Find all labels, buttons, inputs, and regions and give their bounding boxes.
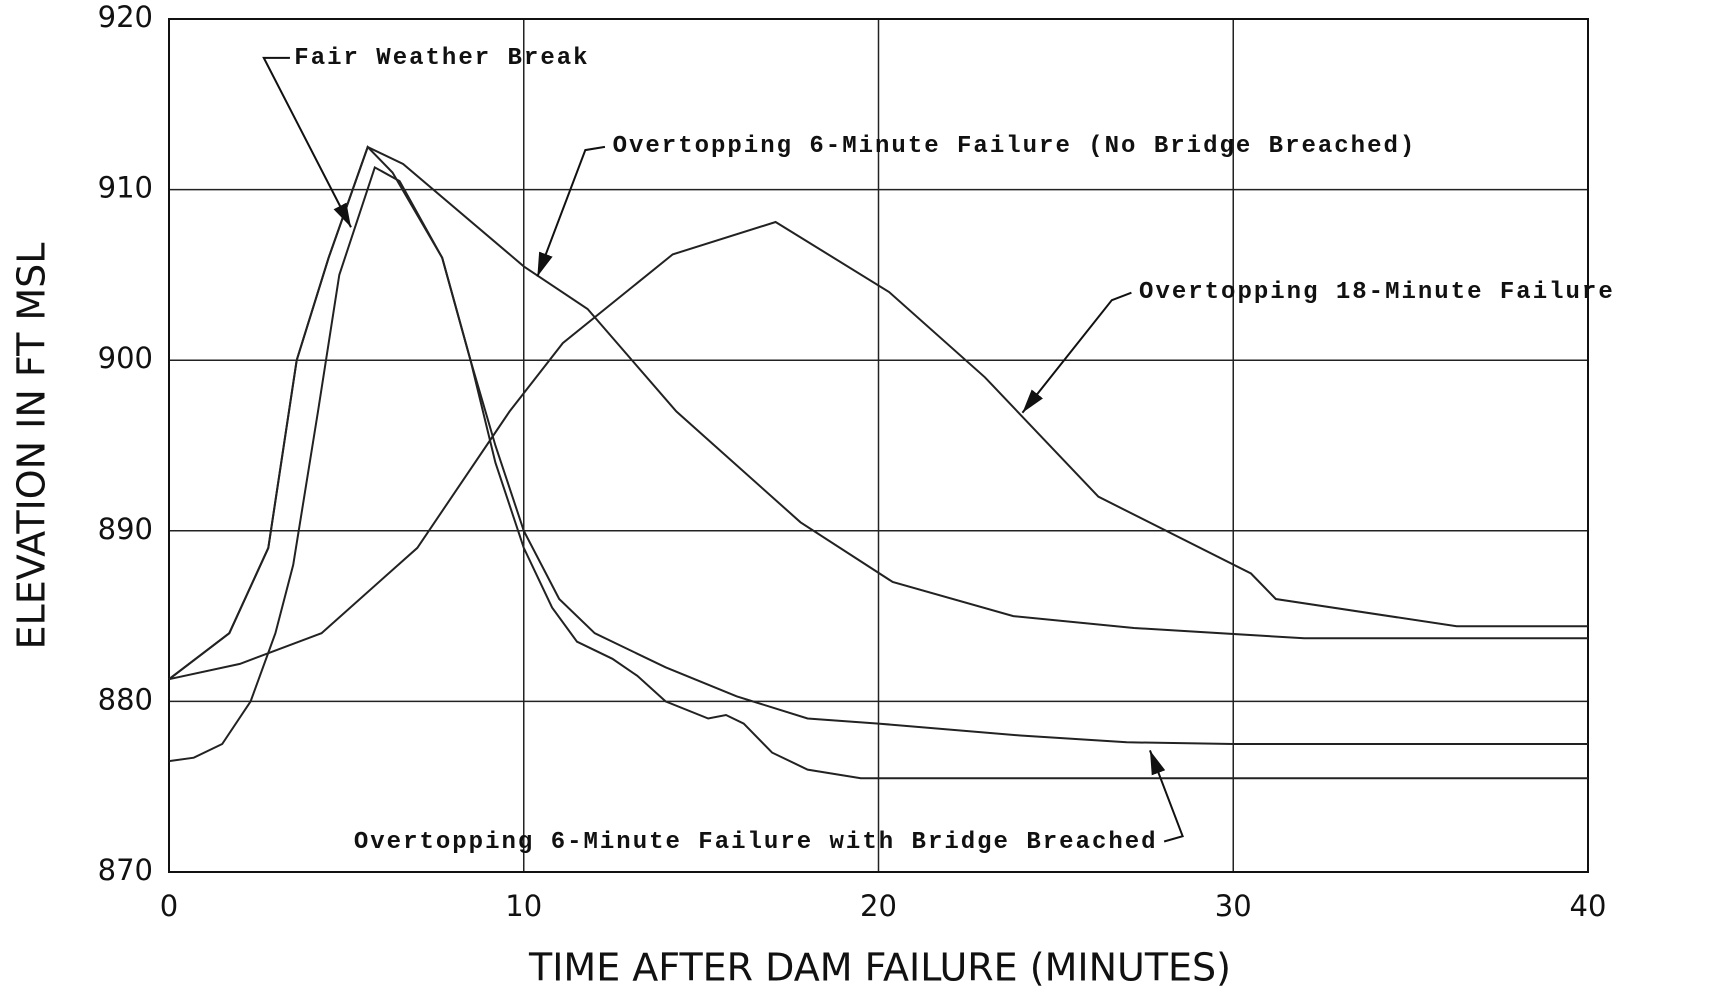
series-line	[168, 220, 1588, 681]
x-tick-label: 0	[160, 889, 178, 923]
series-line	[168, 165, 1588, 780]
y-tick-label: 900	[98, 341, 153, 375]
x-tick-label: 10	[505, 889, 542, 923]
x-axis-label: TIME AFTER DAM FAILURE (MINUTES)	[528, 946, 1231, 990]
y-axis-label: ELEVATION IN FT MSL	[10, 243, 54, 650]
y-tick-label: 920	[98, 0, 153, 34]
annotation-arrow	[1021, 291, 1132, 414]
y-tick-label: 870	[98, 853, 153, 887]
y-tick-label: 890	[98, 512, 153, 546]
annotation: Overtopping 18-Minute Failure	[1139, 279, 1615, 306]
series-line	[168, 145, 1588, 745]
x-tick-label: 30	[1215, 889, 1252, 923]
x-tick-label: 20	[860, 889, 897, 923]
plot-frame	[168, 18, 1589, 873]
annotation: Fair Weather Break	[294, 45, 589, 72]
annotation-arrow	[262, 56, 352, 228]
y-tick-label: 880	[98, 682, 153, 716]
annotation: Overtopping 6-Minute Failure with Bridge…	[354, 829, 1158, 856]
annotation-arrow	[536, 145, 606, 277]
annotation: Overtopping 6-Minute Failure (No Bridge …	[613, 133, 1417, 160]
x-tick-label: 40	[1570, 889, 1607, 923]
y-tick-label: 910	[98, 171, 153, 205]
annotation-arrow	[1149, 750, 1184, 843]
